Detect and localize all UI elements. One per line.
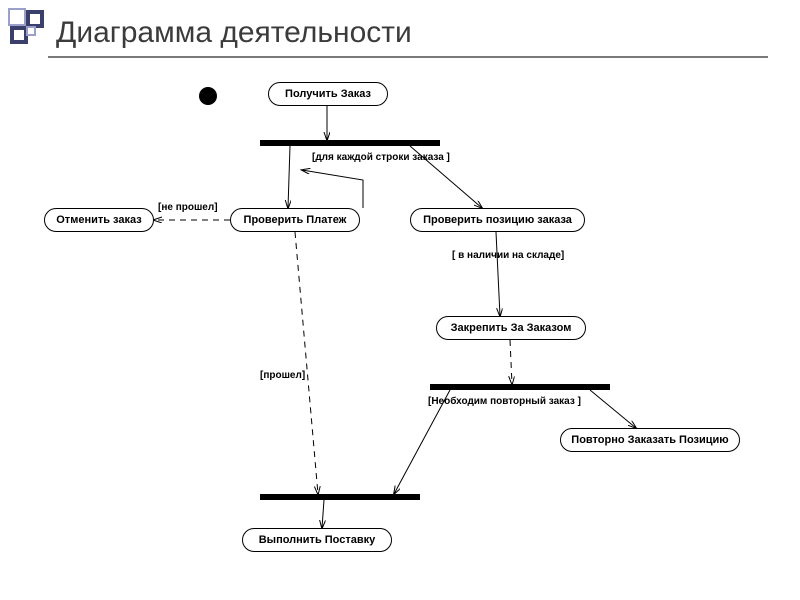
page-title: Диаграмма деятельности [56,16,412,50]
sync-bar [430,384,610,390]
activity-node: Повторно Заказать Позицию [560,428,740,452]
initial-node [199,87,217,105]
activity-node: Закрепить За Заказом [436,316,586,340]
edge [288,146,290,208]
edge [510,340,512,384]
slide: Диаграмма деятельности Получить Заказ Отм… [0,0,800,600]
activity-node: Получить Заказ [268,82,388,106]
guard-label: [не прошел] [158,202,218,213]
activity-node: Проверить позицию заказа [410,208,585,232]
guard-label: [прошел] [260,370,305,381]
sync-bar [260,494,420,500]
activity-node: Проверить Платеж [230,208,360,232]
activity-node: Выполнить Поставку [242,528,392,552]
corner-square [26,26,36,36]
guard-label: [Необходим повторный заказ ] [428,396,581,407]
edge [496,232,500,316]
edge [302,170,363,208]
sync-bar [260,140,440,146]
edge [322,500,324,528]
edge [590,390,636,428]
corner-square [8,8,26,26]
activity-diagram: Получить Заказ Отменить заказ Проверить Пл… [30,80,770,590]
title-rule [48,56,768,58]
guard-label: [для каждой строки заказа ] [312,152,450,163]
activity-node: Отменить заказ [44,208,154,232]
guard-label: [ в наличии на складе] [452,250,564,261]
edge [295,232,318,494]
